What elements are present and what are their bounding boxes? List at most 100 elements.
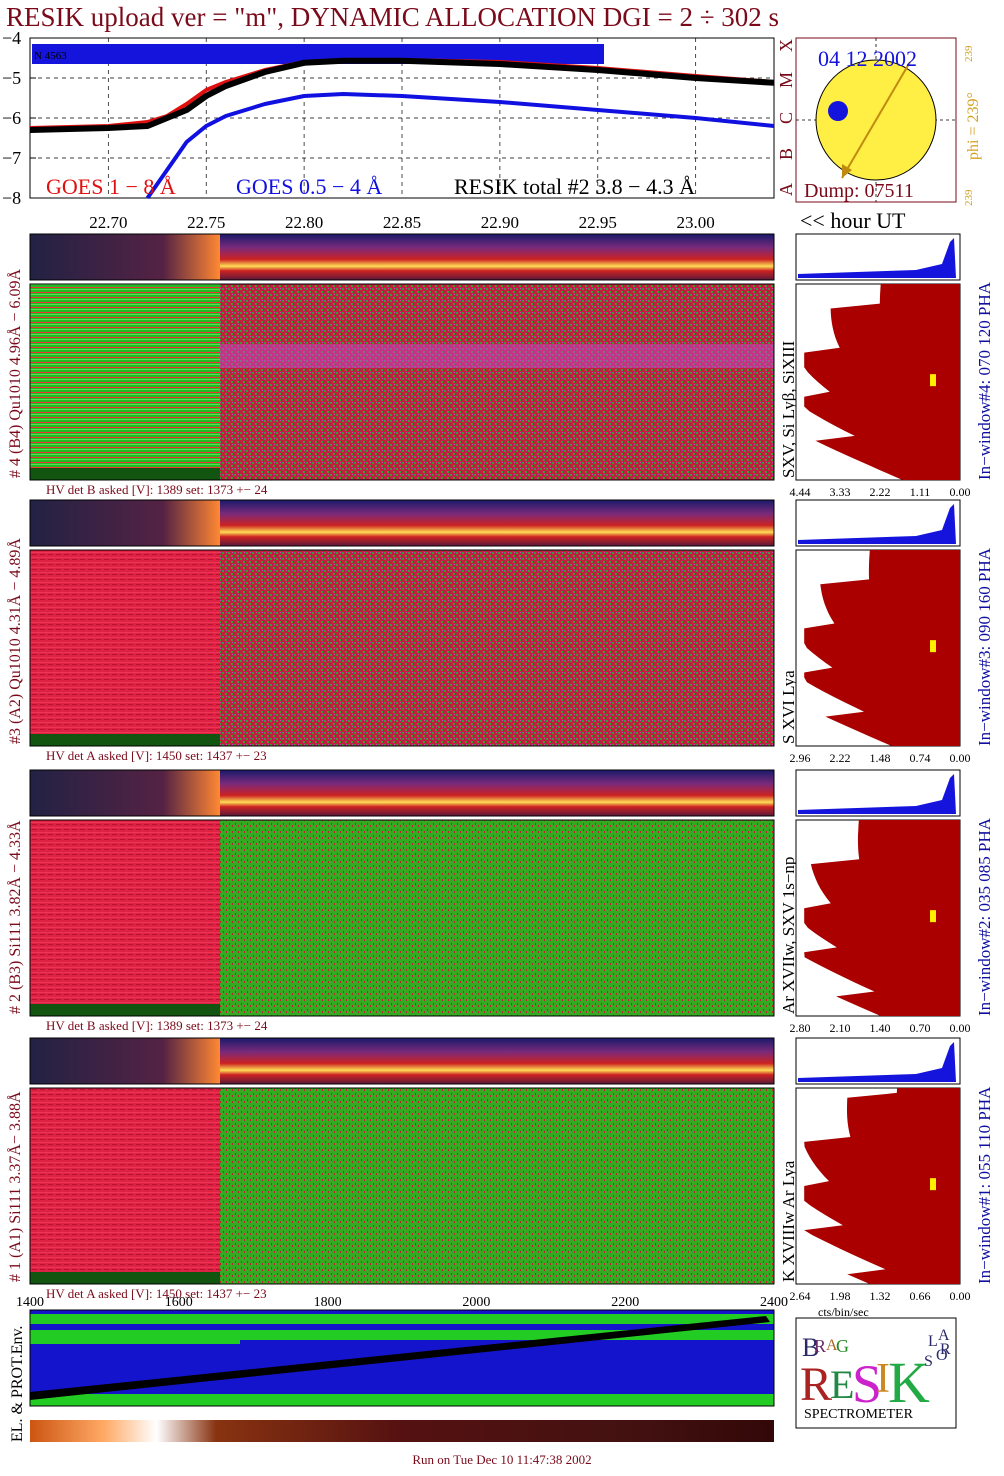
x-tick-label: 22.70 [89,213,127,232]
x-axis-tick-labels: 22.70 22.75 22.80 22.85 22.90 22.95 23.00 [89,213,715,232]
spectrogram-pre-flare [30,820,220,1016]
pha-tick-label: 0.66 [910,1289,931,1303]
pha-small-histogram [798,774,956,814]
pha-tick-label: 0.00 [950,485,971,499]
pha-tick-label: 1.32 [870,1289,891,1303]
pha-small-histogram [798,1042,956,1082]
pha-unit-label: cts/bin/sec [818,1305,869,1319]
detector-side-label: # 1 (A1) Si111 3.37Å− 3.88Å [6,1091,24,1282]
logo-letter-e: E [830,1362,854,1407]
y-tick-label: −5 [2,68,21,88]
logo-letter-o: O [936,1347,948,1364]
x-tick-label: 23.00 [677,213,715,232]
window-marker [930,640,936,653]
phi-bottom-value: 239 [963,189,975,206]
hv-status: HV det B asked [V]: 1389 set: 1373 +− 24 [46,482,268,497]
pha-tick-label: 3.33 [830,485,851,499]
spectrogram [220,550,774,746]
pha-profile [804,284,960,480]
spectrogram [220,1088,774,1284]
pha-tick-label: 0.00 [950,751,971,765]
logo-letter-a2: A [938,1327,950,1344]
phi-top-value: 239 [963,45,975,62]
heat-strip [220,770,774,816]
logo-word: SPECTROMETER [804,1407,914,1422]
pha-small-histogram [798,238,956,278]
heat-strip-left [30,500,220,546]
spectral-lines-label: K XVIIIw Ar Lya [779,1160,798,1282]
pha-profile [804,1088,960,1284]
detector-panel-2: HV det B asked [V]: 1389 set: 1373 +− 24… [6,769,994,1035]
detector-panel-3: HV det A asked [V]: 1450 set: 1437 +− 23… [6,499,994,765]
in-window-label: In−window#3: 090 160 PHA [975,547,994,746]
legend-goes-long: GOES 1 − 8 Å [46,174,176,199]
phi-angle: phi = 239° [965,92,982,160]
spectrogram-pre-flare [30,284,220,480]
environment-panel: 1400 1600 1800 2000 2200 2400 EL. & PROT.Env. [9,1295,788,1442]
sun-position-panel: 04 12 2002 Dump: 07511 phi = 239° 239 23… [795,37,982,206]
heat-strip [220,1038,774,1084]
detector-side-label: #3 (A2) Qu1010 4.31Å − 4.89Å [6,538,24,744]
pha-profile [804,820,960,1016]
x-tick-label: 22.95 [579,213,617,232]
logo-letter-a1: A [826,1337,838,1354]
spectral-lines-label: S XVI Lya [779,670,798,744]
pha-tick-label: 1.48 [870,751,891,765]
env-tick-label: 2000 [462,1295,490,1310]
series-line-3 [29,57,775,133]
pha-tick-label: 2.22 [870,485,891,499]
goes-class-labels: X M C B A [776,39,796,196]
spectral-lines-label: SXV, Si Lyβ, SiXIII [779,340,798,478]
run-timestamp: Run on Tue Dec 10 11:47:38 2002 [412,1452,592,1467]
logo-letter-k: K [888,1350,930,1415]
logo-letter-g: G [836,1336,849,1356]
detector-side-label: # 4 (B4) Qu1010 4.96Å − 6.09Å [6,269,24,478]
detector-panel-4: HV det B asked [V]: 1389 set: 1373 +− 24… [6,233,994,499]
window-marker [930,910,936,923]
env-tick-label: 2200 [611,1295,639,1310]
pha-small-histogram [798,504,956,544]
observation-date: 04 12 2002 [818,46,917,71]
goes-class-label: B [776,148,796,160]
x-tick-label: 22.80 [285,213,323,232]
logo-letter-r2: R [800,1358,832,1411]
x-tick-label: 22.85 [383,213,421,232]
in-window-label: In−window#2: 035 085 PHA [975,817,994,1016]
logo-letter-r3: R [940,1341,951,1358]
legend-goes-short: GOES 0.5 − 4 Å [236,174,382,199]
pha-tick-label: 0.00 [950,1021,971,1035]
pha-tick-label: 1.11 [910,485,931,499]
pha-tick-label: 2.22 [830,751,851,765]
spectrogram [220,284,774,480]
logo-letter-s1: S [852,1354,882,1414]
pha-tick-label: 0.74 [910,751,931,765]
series-line-2 [145,92,775,200]
pha-tick-label: 0.00 [950,1289,971,1303]
time-axis-unit: << hour UT [800,208,906,233]
spectral-strip [30,1420,774,1442]
resik-status-bar [32,44,604,64]
heat-strip-left [30,234,220,280]
logo-letter-l: L [928,1333,938,1350]
spectrogram-pre-flare [30,1088,220,1284]
pha-tick-label: 0.70 [910,1021,931,1035]
pha-tick-label: 2.80 [790,1021,811,1035]
detector-panels: HV det B asked [V]: 1389 set: 1373 +− 24… [6,233,994,1319]
hv-status: HV det A asked [V]: 1450 set: 1437 +− 23 [46,748,267,763]
logo-letter-r1: R [814,1336,826,1356]
env-tick-label: 1400 [16,1295,44,1310]
logo-letter-s2: S [924,1353,933,1370]
hv-status: HV det B asked [V]: 1389 set: 1373 +− 24 [46,1018,268,1033]
spectrogram-pre-flare [30,550,220,746]
goes-class-label: M [776,72,796,88]
heat-strip [220,234,774,280]
pha-tick-label: 2.96 [790,751,811,765]
direction-arrow [841,61,911,179]
y-tick-label: −6 [2,108,21,128]
goes-class-label: X [776,39,796,52]
env-trend-line [30,1316,770,1400]
window-marker [930,1178,936,1191]
window-marker [930,374,936,387]
pha-tick-label: 2.10 [830,1021,851,1035]
